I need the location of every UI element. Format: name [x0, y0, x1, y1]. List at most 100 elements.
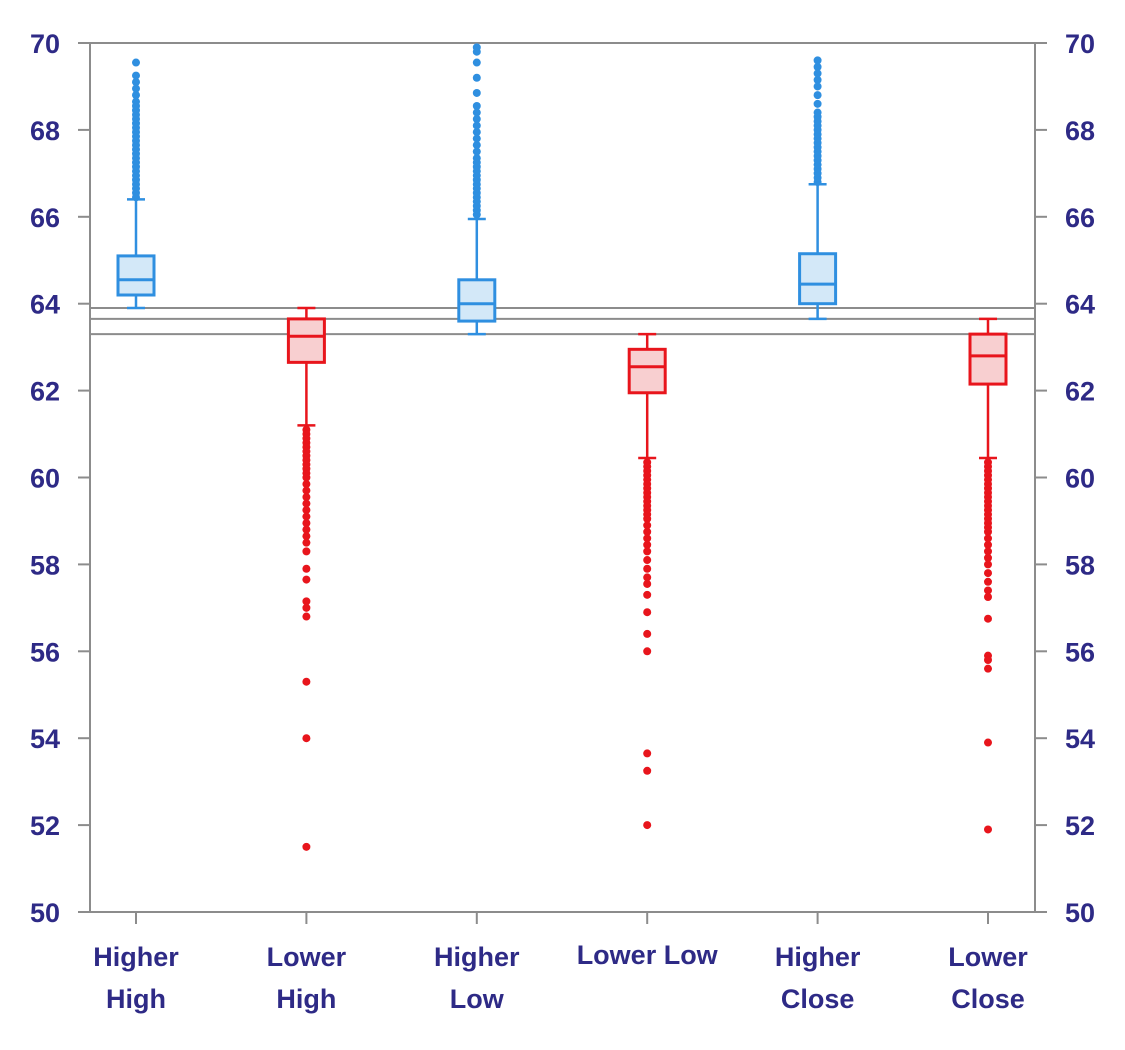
outlier-point	[472, 121, 481, 130]
category-label: Higher	[93, 942, 179, 972]
outlier-point	[984, 540, 992, 549]
outlier-point	[643, 556, 652, 565]
y-tick-label-right: 62	[1065, 377, 1095, 407]
outlier-point	[472, 147, 481, 156]
outlier-point	[302, 473, 311, 482]
y-tick-label-left: 52	[30, 811, 60, 841]
outlier-point	[132, 84, 140, 93]
y-tick-label-left: 66	[30, 203, 60, 233]
box-iqr	[798, 252, 838, 306]
outlier-point	[643, 821, 652, 830]
y-tick-label-left: 58	[30, 550, 60, 580]
box-iqr	[116, 254, 156, 297]
outlier-point	[302, 525, 311, 534]
y-tick-label-left: 70	[30, 29, 60, 59]
outlier-point	[302, 512, 311, 521]
outlier-point	[472, 154, 481, 163]
outlier-point	[643, 608, 652, 617]
outlier-point	[813, 91, 822, 100]
outlier-point	[643, 573, 652, 582]
outlier-point	[984, 586, 992, 595]
outlier-point	[643, 521, 652, 530]
outlier-point	[984, 547, 992, 556]
y-tick-label-right: 68	[1065, 116, 1095, 146]
outlier-point	[472, 88, 481, 97]
y-tick-label-left: 50	[30, 898, 60, 928]
outlier-point	[643, 647, 652, 656]
outlier-point	[472, 108, 481, 117]
outlier-point	[302, 493, 311, 502]
outlier-point	[302, 532, 311, 541]
category-label: Low	[450, 984, 505, 1014]
outlier-point	[132, 71, 140, 80]
outlier-point	[813, 108, 822, 117]
y-tick-label-right: 64	[1065, 290, 1095, 320]
outlier-point	[472, 128, 481, 137]
outlier-point	[472, 73, 481, 82]
outlier-point	[132, 78, 140, 87]
outlier-point	[813, 56, 822, 65]
outlier-point	[984, 664, 992, 673]
outlier-point	[984, 614, 992, 623]
outlier-point	[302, 575, 311, 584]
outlier-point	[643, 590, 652, 599]
outlier-point	[302, 612, 311, 621]
outlier-point	[984, 577, 992, 586]
y-tick-label-right: 54	[1065, 724, 1095, 754]
outlier-point	[302, 538, 311, 547]
outlier-point	[813, 82, 822, 91]
outlier-point	[984, 592, 992, 601]
outlier-point	[643, 564, 652, 573]
outlier-point	[813, 75, 822, 84]
outlier-point	[302, 506, 311, 515]
category-label: Close	[781, 984, 855, 1014]
outlier-point	[813, 99, 822, 108]
outlier-point	[302, 480, 311, 489]
y-tick-label-right: 66	[1065, 203, 1095, 233]
outlier-point	[302, 597, 311, 606]
outlier-point	[984, 534, 992, 543]
outlier-point	[132, 97, 140, 106]
outlier-point	[643, 579, 652, 588]
y-tick-label-left: 62	[30, 377, 60, 407]
outlier-point	[302, 486, 311, 495]
outlier-point	[984, 738, 992, 747]
outlier-point	[643, 547, 652, 556]
category-label: Close	[951, 984, 1025, 1014]
outlier-point	[984, 560, 992, 569]
outlier-point	[472, 43, 481, 52]
category-label: High	[276, 984, 336, 1014]
outlier-point	[302, 547, 311, 556]
outlier-point	[302, 564, 311, 573]
outlier-point	[472, 134, 481, 143]
box-iqr	[286, 317, 326, 364]
outlier-point	[643, 514, 652, 523]
category-label: High	[106, 984, 166, 1014]
category-label: Lower	[267, 942, 347, 972]
y-tick-label-right: 52	[1065, 811, 1095, 841]
outlier-point	[302, 734, 311, 743]
outlier-point	[472, 58, 481, 67]
outlier-point	[132, 91, 140, 100]
box-iqr	[968, 332, 1008, 386]
category-label: Higher	[775, 942, 861, 972]
outlier-point	[643, 527, 652, 536]
plot-frame	[89, 42, 1036, 913]
outlier-point	[132, 58, 140, 67]
y-tick-label-left: 64	[30, 290, 60, 320]
outlier-point	[984, 569, 992, 578]
y-tick-label-left: 60	[30, 464, 60, 494]
outlier-point	[643, 540, 652, 549]
y-tick-label-right: 50	[1065, 898, 1095, 928]
y-tick-label-left: 56	[30, 637, 60, 667]
y-tick-label-right: 58	[1065, 550, 1095, 580]
category-label: Lower Low	[577, 940, 719, 970]
outlier-point	[302, 603, 311, 612]
y-tick-label-right: 70	[1065, 29, 1095, 59]
category-label: Lower	[948, 942, 1028, 972]
box-iqr	[627, 347, 667, 395]
outlier-point	[984, 655, 992, 664]
outlier-point	[472, 141, 481, 150]
